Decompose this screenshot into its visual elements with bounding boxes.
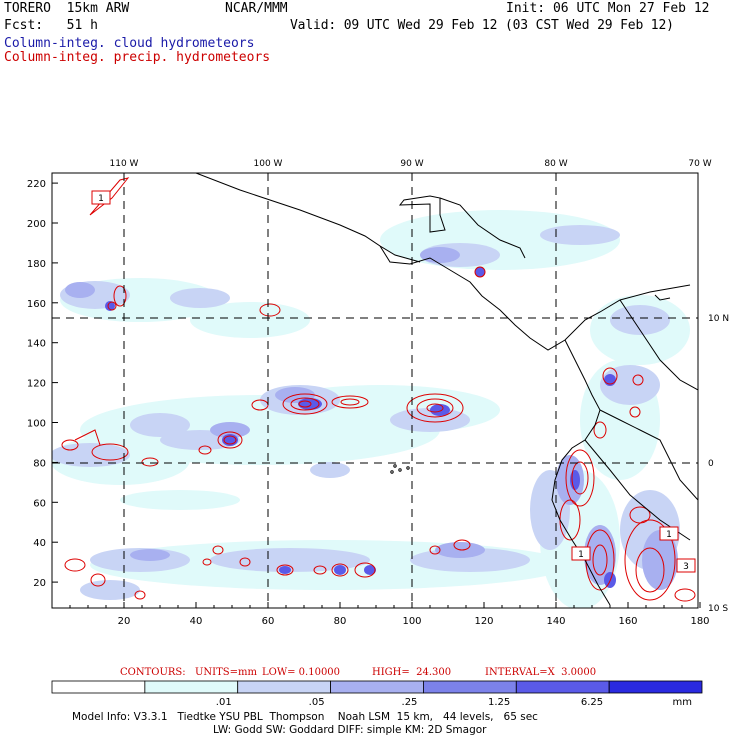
y-tick-label: 40: [33, 538, 46, 549]
forecast-hour: Fcst: 51 h: [4, 18, 98, 33]
x-tick-label: 80: [334, 616, 347, 627]
color-bar-segment: [515, 680, 610, 694]
model-info: Model Info: V3.3.1 Tiedtke YSU PBL Thomp…: [72, 711, 538, 723]
y-tick-label: 60: [33, 498, 46, 509]
y-tick-label: 20: [33, 578, 46, 589]
contours-units: UNITS=mm: [195, 667, 257, 678]
lat-label: 0: [708, 459, 714, 469]
latlon-grid: [52, 173, 698, 608]
x-tick-label: 180: [690, 616, 709, 627]
x-tick-label: 140: [546, 616, 565, 627]
y-tick-label: 200: [27, 219, 46, 230]
y-tick-label: 180: [27, 259, 46, 270]
y-axis-ticks: 20 40 60 80 100 120 140 160 180 200 220: [27, 179, 58, 589]
y-tick-label: 140: [27, 339, 46, 350]
contour-box-labels: [91, 190, 696, 573]
x-tick-label: 40: [190, 616, 203, 627]
color-bar-segment: [608, 680, 703, 694]
contours-label: CONTOURS:: [120, 667, 186, 678]
y-tick-label: 160: [27, 299, 46, 310]
lon-label: 90 W: [400, 159, 423, 169]
lat-label: 10 N: [708, 314, 729, 324]
color-bar-label: 1.25: [488, 697, 510, 708]
x-axis-ticks: 2040608010012014016018020022024026028030…: [69, 602, 710, 627]
box-label: 1: [98, 194, 104, 204]
valid-time: Valid: 09 UTC Wed 29 Feb 12 (03 CST Wed …: [290, 18, 674, 33]
model-title: TORERO 15km ARW: [4, 1, 130, 16]
contours-high: HIGH= 24.300: [372, 667, 452, 678]
contours-interval: INTERVAL=X 3.0000: [485, 667, 597, 678]
color-bar-segment: [423, 680, 517, 694]
hydrometeor-fields: [52, 173, 698, 608]
precip-contours: [61, 177, 696, 602]
color-bar-label: .01: [216, 697, 232, 708]
coastlines: [195, 173, 698, 606]
physics-info: LW: Godd SW: Goddard DIFF: simple KM: 2D…: [213, 724, 487, 736]
color-bar-segment: [51, 680, 146, 694]
field-precip-label: Column-integ. precip. hydrometeors: [4, 50, 271, 65]
org-label: NCAR/MMM: [225, 1, 288, 16]
lon-label: 100 W: [254, 159, 283, 169]
x-tick-label: 20: [118, 616, 131, 627]
color-bar-label: .05: [309, 697, 325, 708]
color-bar: [51, 680, 703, 694]
y-tick-label: 80: [33, 458, 46, 469]
longitude-labels: 110 W 100 W 90 W 80 W 70 W: [110, 159, 712, 169]
lon-label: 80 W: [544, 159, 567, 169]
box-label-text: 1 1 1 3: [98, 194, 689, 572]
field-cloud-label: Column-integ. cloud hydrometeors: [4, 36, 255, 51]
x-tick-label: 120: [474, 616, 493, 627]
contours-low: LOW= 0.10000: [262, 667, 341, 678]
color-bar-label: .25: [402, 697, 418, 708]
y-tick-label: 100: [27, 419, 46, 430]
box-label: 3: [683, 562, 689, 572]
color-bar-unit: mm: [673, 697, 692, 708]
x-tick-label: 100: [402, 616, 421, 627]
x-tick-label: 160: [618, 616, 637, 627]
color-bar-label: 6.25: [581, 697, 603, 708]
latitude-labels: 10 N 0 10 S: [708, 314, 729, 614]
box-label: 1: [578, 550, 584, 560]
init-time: Init: 06 UTC Mon 27 Feb 12: [506, 1, 710, 16]
x-tick-label: 60: [262, 616, 275, 627]
lat-label: 10 S: [708, 604, 728, 614]
y-tick-label: 220: [27, 179, 46, 190]
color-bar-segment: [237, 680, 331, 694]
color-bar-segment: [144, 680, 239, 694]
color-bar-ticks: .01 .05 .25 1.25 6.25 mm: [216, 697, 692, 708]
color-bar-segment: [330, 680, 424, 694]
lon-label: 70 W: [688, 159, 711, 169]
plot-frame: [51, 172, 699, 609]
box-label: 1: [666, 530, 672, 540]
lon-label: 110 W: [110, 159, 139, 169]
y-tick-label: 120: [27, 379, 46, 390]
